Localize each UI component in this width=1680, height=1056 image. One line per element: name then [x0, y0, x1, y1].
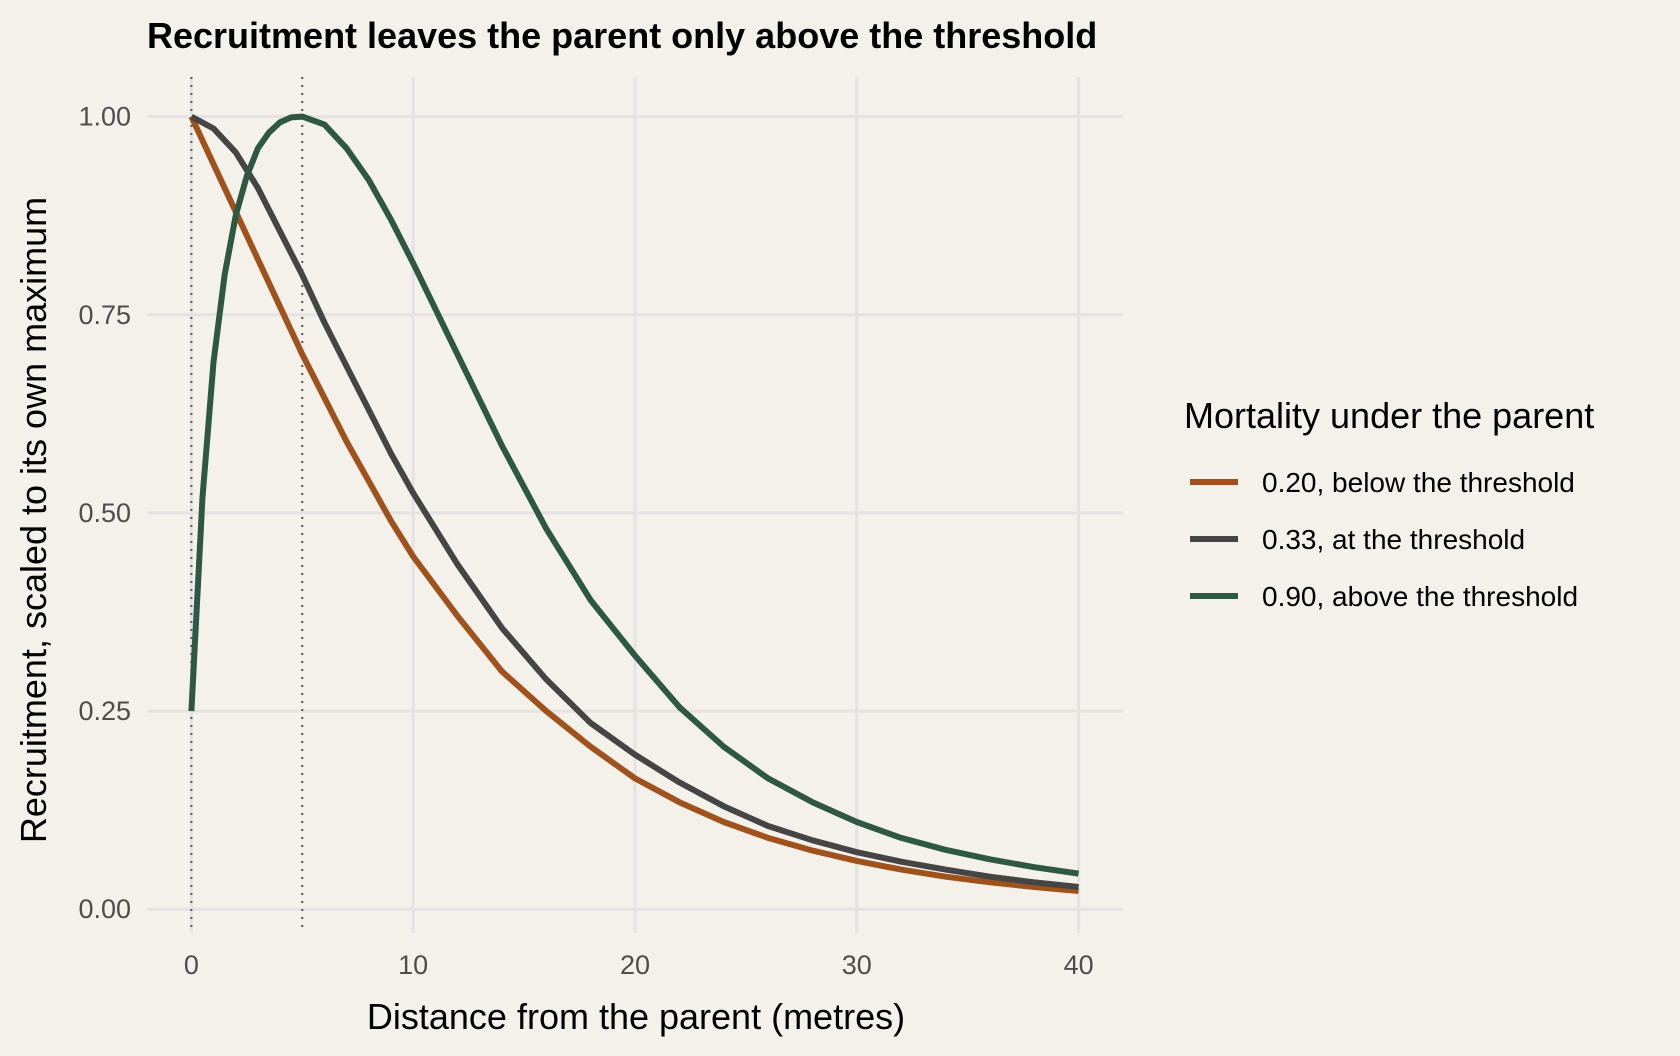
y-tick-label-4: 1.00 [78, 102, 131, 132]
y-axis-label: Recruitment, scaled to its own maximum [13, 197, 54, 843]
legend-items: 0.20, below the threshold 0.33, at the th… [1190, 467, 1578, 612]
legend-label-0: 0.20, below the threshold [1262, 467, 1575, 498]
legend-item-1: 0.33, at the threshold [1190, 524, 1525, 555]
reference-lines [190, 77, 304, 933]
x-tick-label-0: 0 [184, 950, 199, 980]
chart-title: Recruitment leaves the parent only above… [147, 15, 1097, 56]
legend-item-0: 0.20, below the threshold [1190, 467, 1575, 498]
x-tick-label-3: 30 [842, 950, 872, 980]
x-axis-label: Distance from the parent (metres) [367, 996, 905, 1037]
legend-title: Mortality under the parent [1184, 395, 1594, 436]
y-tick-label-3: 0.75 [78, 300, 131, 330]
y-tick-label-0: 0.00 [78, 894, 131, 924]
legend-item-2: 0.90, above the threshold [1190, 581, 1578, 612]
x-tick-label-1: 10 [398, 950, 428, 980]
grid-lines [147, 77, 1123, 933]
x-tick-labels: 0 10 20 30 40 [184, 950, 1094, 980]
legend-label-1: 0.33, at the threshold [1262, 524, 1525, 555]
series-line-2 [188, 113, 1080, 877]
x-tick-label-4: 40 [1064, 950, 1094, 980]
y-tick-label-1: 0.25 [78, 696, 131, 726]
series-lines [188, 113, 1080, 894]
y-tick-labels: 0.00 0.25 0.50 0.75 1.00 [78, 102, 131, 925]
series-line-0 [188, 115, 1079, 894]
legend-label-2: 0.90, above the threshold [1262, 581, 1578, 612]
series-line-1 [189, 113, 1079, 890]
legend: Mortality under the parent 0.20, below t… [1184, 395, 1594, 612]
x-tick-label-2: 20 [620, 950, 650, 980]
y-tick-label-2: 0.50 [78, 498, 131, 528]
